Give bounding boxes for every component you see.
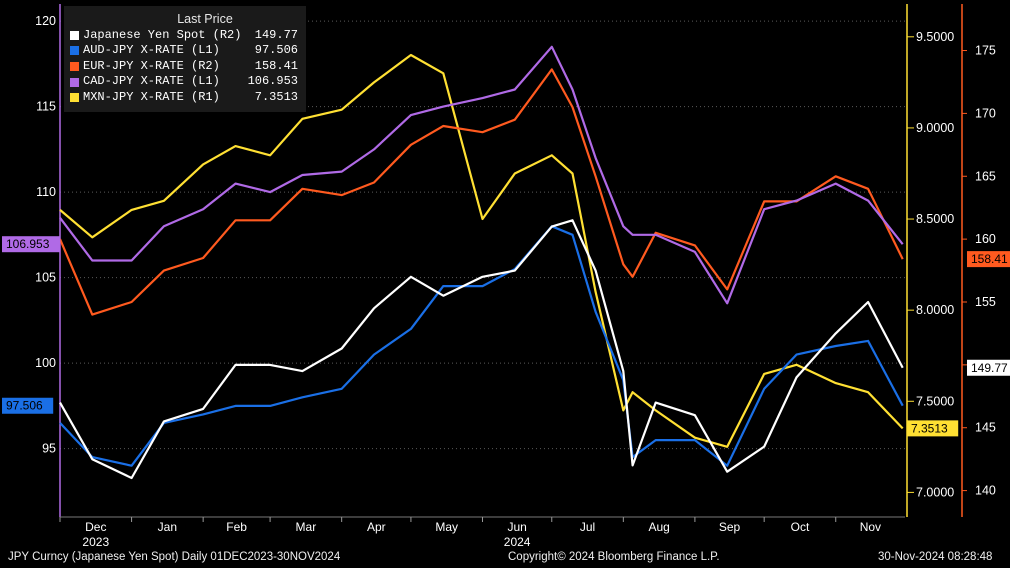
legend-series-name: CAD-JPY X-RATE (L1) xyxy=(83,74,220,89)
month-label: Jul xyxy=(580,520,595,534)
legend-item: CAD-JPY X-RATE (L1) 106.953 xyxy=(64,74,306,90)
right-axis-1-tick-label: 7.5000 xyxy=(916,394,954,408)
left-axis-tick-label: 95 xyxy=(42,442,56,456)
month-label: Jan xyxy=(158,520,177,534)
footer-copyright: Copyright© 2024 Bloomberg Finance L.P. xyxy=(508,551,720,563)
month-label: Mar xyxy=(296,520,317,534)
legend-last-value: 97.506 xyxy=(254,43,298,58)
right-axis-2-tick-label: 145 xyxy=(975,421,996,435)
last-value-tag: 158.41 xyxy=(967,251,1010,268)
right-axis-2-tick-label: 160 xyxy=(975,232,996,246)
legend-series-name: MXN-JPY X-RATE (R1) xyxy=(83,89,220,104)
year-label: 2023 xyxy=(82,535,109,549)
legend-swatch xyxy=(70,62,79,72)
series-line-cad-jpy-x-rate xyxy=(59,45,904,305)
legend-series-name: Japanese Yen Spot (R2) xyxy=(83,27,242,42)
year-label: 2024 xyxy=(504,535,531,549)
left-axis-tick-label: 115 xyxy=(36,100,56,114)
month-label: Dec xyxy=(85,520,106,534)
series-line-mxn-jpy-x-rate xyxy=(59,53,904,448)
right-axis-2-tick-label: 140 xyxy=(975,484,996,498)
legend-item: AUD-JPY X-RATE (L1) 97.506 xyxy=(64,43,306,59)
footer-timestamp: 30-Nov-2024 08:28:48 xyxy=(878,551,993,563)
month-label: Jun xyxy=(507,520,526,534)
last-value-tag-bg xyxy=(907,420,959,437)
last-value-tag-bg xyxy=(967,359,1010,376)
right-axis-1-tick-label: 9.0000 xyxy=(916,121,954,135)
footer-security-info: JPY Curncy (Japanese Yen Spot) Daily 01D… xyxy=(8,551,341,563)
series-line-eur-jpy-x-rate xyxy=(58,68,904,316)
legend-swatch xyxy=(70,30,79,40)
left-axis-tick-label: 110 xyxy=(36,185,56,199)
right-axis-1-tick-label: 7.0000 xyxy=(916,485,954,499)
series-line-aud-jpy-x-rate xyxy=(59,225,904,467)
legend-series-name: AUD-JPY X-RATE (L1) xyxy=(83,43,220,58)
right-axis-2-tick-label: 175 xyxy=(975,44,996,58)
right-axis-1-tick-label: 8.0000 xyxy=(916,303,954,317)
last-value-tag-text: 7.3513 xyxy=(911,421,948,435)
last-value-tag-bg xyxy=(967,251,1010,268)
month-label: May xyxy=(435,520,458,534)
right-axis-2-tick-label: 165 xyxy=(975,169,996,183)
left-axis-tick-label: 120 xyxy=(35,14,56,28)
legend-swatch xyxy=(70,77,79,87)
month-label: Nov xyxy=(860,520,881,534)
left-axis-tick-label: 100 xyxy=(35,356,56,370)
last-value-tag-bg xyxy=(2,236,61,253)
legend-item: Japanese Yen Spot (R2) 149.77 xyxy=(64,28,306,44)
right-axis-2-tick-label: 155 xyxy=(975,295,996,309)
month-label: Apr xyxy=(367,520,386,534)
last-value-tag-text: 97.506 xyxy=(6,399,43,413)
legend-series-name: EUR-JPY X-RATE (R2) xyxy=(83,58,220,73)
legend-last-value: 7.3513 xyxy=(254,89,298,104)
legend-item: EUR-JPY X-RATE (R2) 158.41 xyxy=(64,59,306,75)
month-label: Sep xyxy=(719,520,741,534)
legend-last-value: 158.41 xyxy=(254,58,298,73)
last-value-tag: 149.77 xyxy=(967,359,1010,376)
series-line-japanese-yen-spot xyxy=(59,219,904,480)
legend-title: Last Price xyxy=(177,12,233,26)
right-axis-1-tick-label: 9.5000 xyxy=(916,30,954,44)
month-label: Aug xyxy=(648,520,669,534)
last-value-tag-bg xyxy=(2,397,54,414)
month-label: Oct xyxy=(791,520,810,534)
legend-last-value: 149.77 xyxy=(254,27,298,42)
last-value-tag-text: 158.41 xyxy=(971,252,1008,266)
last-value-tag: 106.953 xyxy=(2,236,61,253)
legend-item: MXN-JPY X-RATE (R1) 7.3513 xyxy=(64,90,306,106)
right-axis-1-tick-label: 8.5000 xyxy=(916,212,954,226)
last-value-tag-text: 106.953 xyxy=(6,237,50,251)
left-axis-tick-label: 105 xyxy=(35,271,56,285)
last-value-tag: 97.506 xyxy=(2,397,54,414)
legend: Last Price Japanese Yen Spot (R2) 149.77 A… xyxy=(64,6,306,112)
legend-last-value: 106.953 xyxy=(247,74,298,89)
legend-swatch xyxy=(70,93,79,103)
month-label: Feb xyxy=(226,520,247,534)
last-value-tag-text: 149.77 xyxy=(971,361,1008,375)
right-axis-2-tick-label: 170 xyxy=(975,106,996,120)
last-value-tag: 7.3513 xyxy=(907,420,959,437)
legend-swatch xyxy=(70,46,79,56)
